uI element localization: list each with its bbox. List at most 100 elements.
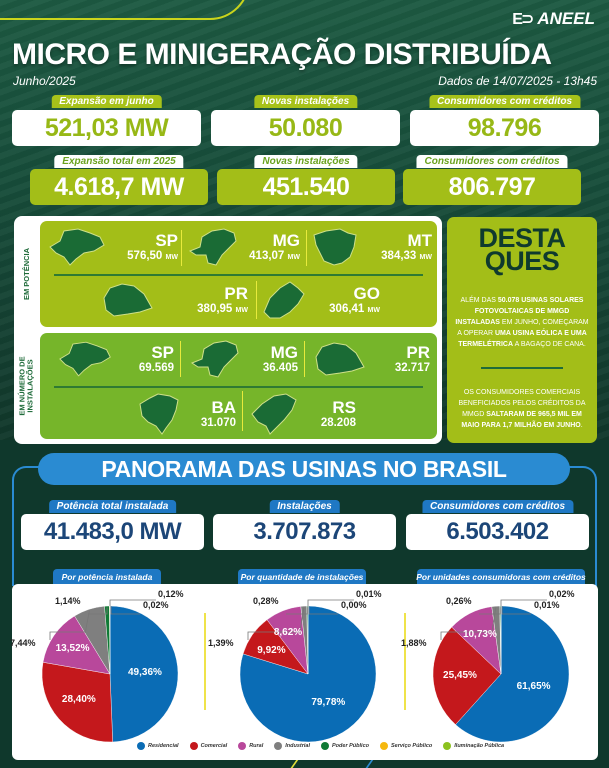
state-pr-installs: PR 32.717: [312, 339, 430, 379]
slice-label: 61,65%: [516, 680, 551, 692]
slice-label: 9,92%: [257, 645, 286, 657]
mt-map-icon: [313, 228, 357, 266]
slice-label: 0,01%: [356, 589, 382, 599]
legend-item: Poder Público: [321, 742, 369, 750]
kpi-value: 50.080: [211, 110, 400, 146]
kpi-value: 4.618,7 MW: [30, 169, 208, 205]
decorative-arc: [0, 0, 250, 20]
legend-item: Residencial: [137, 742, 179, 750]
chart-title-installs: Por quantidade de instalações: [238, 569, 366, 584]
kpi-value: 6.503.402: [406, 514, 589, 550]
kpi-label: Instalações: [269, 500, 340, 513]
callout-line: [307, 599, 354, 606]
state-pr-power: PR 380,95 MW: [100, 280, 248, 320]
pie-slice-residencial: [455, 605, 570, 743]
legend-item: Industrial: [274, 742, 310, 750]
row-divider: [54, 274, 423, 276]
mg-map-icon: [188, 228, 237, 266]
highlight-paragraph-1: ALÉM DAS 50.078 USINAS SOLARES FOTOVOLTA…: [455, 297, 589, 348]
chart-title-credits: Por unidades consumidoras com créditos: [416, 569, 586, 584]
pie-slice-rural: [42, 615, 111, 675]
period-label: Junho/2025: [13, 74, 76, 88]
slice-label: 79,78%: [311, 696, 346, 708]
kpi-label: Consumidores com créditos: [421, 500, 574, 513]
legend-label: Industrial: [285, 743, 311, 749]
slice-label: 0,00%: [341, 600, 367, 610]
kpi-new-installs-june: Novas instalações 50.080: [211, 95, 400, 146]
chart-separator: [204, 613, 206, 710]
callout-line: [109, 599, 156, 606]
slice-label: 8,62%: [273, 627, 303, 639]
callout-line: [501, 606, 531, 615]
kpi-credit-consumers-june: Consumidores com créditos 98.796: [410, 95, 599, 146]
legend-swatch-icon: [274, 742, 283, 750]
kpi-value: 806.797: [403, 169, 581, 205]
slice-label: 0,01%: [534, 600, 560, 610]
sp-map-icon: [49, 228, 105, 266]
kpi-total-credit-consumers: Consumidores com créditos 6.503.402: [406, 500, 589, 550]
pie-slice-residencial: [239, 605, 377, 743]
state-mg-power: MG 413,07 MW: [188, 227, 300, 267]
legend-item: Comercial: [189, 742, 227, 750]
legend-swatch-icon: [380, 742, 388, 750]
state-mt-power: MT 384,33 MW: [312, 227, 432, 267]
callout-line: [479, 607, 501, 615]
legend-swatch-icon: [238, 742, 247, 750]
state-go-power: GO 306,41 MW: [262, 280, 380, 320]
slice-label: 1,39%: [208, 638, 234, 648]
states-by-power: SP 576,50 MW MG 413,07 MW MT 384,33 MW P…: [40, 221, 437, 327]
slice-label: 1,14%: [55, 596, 81, 606]
pie-slice-residencial: [109, 605, 179, 743]
kpi-total-power: Potência total instalada 41.483,0 MW: [21, 500, 204, 550]
legend-swatch-icon: [189, 742, 198, 750]
pie-slice-comercial: [41, 662, 113, 743]
mg-map-icon: [190, 340, 239, 378]
slice-label: 0,02%: [549, 589, 575, 599]
callout-line: [308, 606, 338, 615]
slice-label: 7,44%: [10, 638, 36, 648]
legend-swatch-icon: [443, 742, 452, 750]
rs-map-icon: [251, 393, 297, 435]
kpi-value: 3.707.873: [213, 514, 396, 550]
power-section-label: EM POTÊNCIA: [22, 247, 31, 301]
chart-separator: [404, 613, 406, 710]
data-date-label: Dados de 14/07/2025 - 13h45: [438, 74, 597, 88]
pie-svg: [432, 599, 570, 743]
slice-label: 1,88%: [401, 638, 427, 648]
kpi-label: Expansão total em 2025: [54, 155, 184, 168]
column-divider: [242, 391, 243, 431]
kpi-expansion-june: Expansão em junho 521,03 MW: [12, 95, 201, 146]
callout-line: [110, 606, 140, 615]
panorama-title: PANORAMA DAS USINAS NO BRASIL: [38, 453, 570, 485]
kpi-expansion-2025: Expansão total em 2025 4.618,7 MW: [30, 155, 208, 205]
row-divider: [54, 386, 423, 388]
callout-line: [500, 599, 547, 606]
callout-line: [286, 607, 308, 615]
aneel-logo: E⊃ ANEEL: [512, 9, 595, 29]
aneel-mark-icon: E⊃: [512, 11, 534, 28]
legend-item: Rural: [238, 742, 263, 750]
slice-label: 0,12%: [158, 589, 184, 599]
slice-label: 49,36%: [127, 667, 162, 679]
kpi-value: 41.483,0 MW: [21, 514, 204, 550]
legend-item: Iluminação Pública: [443, 742, 504, 750]
kpi-label: Consumidores com créditos: [428, 95, 581, 108]
installs-section-label: EM NÚMERO DE INSTALAÇÕES: [18, 356, 36, 416]
pie-svg: [41, 599, 179, 743]
page-title: MICRO E MINIGERAÇÃO DISTRIBUÍDA: [12, 38, 552, 71]
kpi-credit-consumers-2025: Consumidores com créditos 806.797: [403, 155, 581, 205]
chart-legend: Residencial Comercial Rural Industrial Poder…: [137, 742, 504, 750]
pr-map-icon: [315, 342, 365, 376]
slice-label: 13,52%: [55, 643, 90, 655]
column-divider: [181, 230, 182, 266]
pie-svg: [239, 599, 377, 743]
kpi-label: Expansão em junho: [51, 95, 162, 108]
state-rs-installs: RS 28.208: [250, 392, 356, 436]
callout-line: [88, 607, 108, 615]
legend-label: Iluminação Pública: [454, 743, 505, 749]
column-divider: [306, 230, 307, 266]
kpi-label: Potência total instalada: [48, 500, 177, 513]
brand-name: ANEEL: [537, 9, 595, 28]
legend-swatch-icon: [137, 742, 145, 750]
states-by-installs: SP 69.569 MG 36.405 PR 32.717 BA 31.070: [40, 333, 437, 439]
